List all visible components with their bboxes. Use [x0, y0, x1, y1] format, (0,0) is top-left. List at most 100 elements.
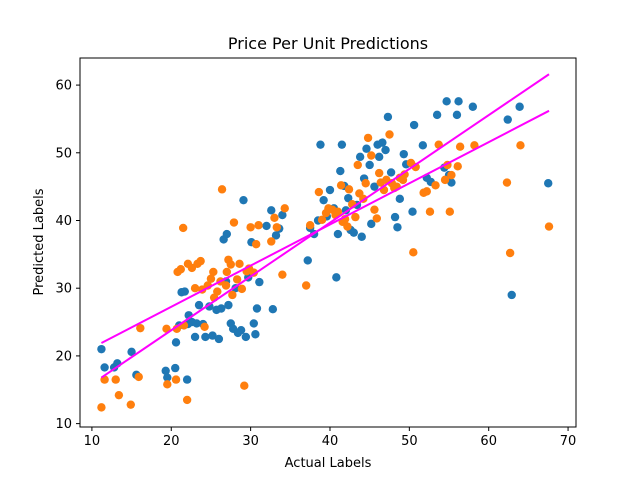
- data-point: [440, 175, 450, 185]
- data-point: [355, 152, 365, 162]
- data-point: [222, 267, 232, 277]
- x-axis: 10 20 30 40 50 60 70: [84, 427, 577, 449]
- data-point: [343, 222, 352, 231]
- x-tick-label: 70: [560, 434, 577, 449]
- data-point: [228, 290, 237, 300]
- data-point: [372, 214, 382, 223]
- data-point: [226, 260, 235, 269]
- data-point: [217, 304, 226, 313]
- data-point: [357, 232, 366, 241]
- data-point: [240, 381, 249, 390]
- data-point: [367, 219, 376, 229]
- data-point: [349, 228, 358, 237]
- data-point: [249, 319, 258, 328]
- data-point: [370, 182, 379, 191]
- data-point: [507, 290, 516, 300]
- data-point: [515, 102, 524, 111]
- data-point: [445, 207, 455, 216]
- data-point: [171, 375, 181, 384]
- data-point: [224, 300, 233, 310]
- data-point: [278, 210, 287, 220]
- data-point: [252, 304, 262, 313]
- data-point: [182, 375, 192, 384]
- data-point: [442, 97, 451, 106]
- data-point: [190, 284, 200, 293]
- data-point: [365, 160, 374, 170]
- data-point: [454, 97, 463, 106]
- data-point: [278, 270, 287, 279]
- data-point: [374, 152, 384, 162]
- data-point: [370, 205, 379, 214]
- data-point: [214, 334, 224, 344]
- data-point: [361, 179, 370, 188]
- data-point: [127, 347, 136, 357]
- data-point: [255, 277, 264, 287]
- data-point: [180, 287, 189, 296]
- x-axis-label: Actual Labels: [285, 456, 372, 471]
- data-point: [126, 400, 135, 409]
- data-point: [362, 144, 371, 153]
- data-point: [418, 141, 428, 150]
- data-point: [237, 284, 247, 294]
- y-tick-label: 10: [55, 417, 72, 432]
- data-point: [254, 221, 263, 230]
- data-point: [251, 330, 260, 339]
- data-point: [272, 223, 282, 232]
- data-point: [336, 181, 346, 190]
- data-point: [268, 304, 278, 314]
- data-point: [333, 207, 343, 216]
- data-point: [367, 151, 376, 160]
- y-axis-label: Predicted Labels: [32, 188, 47, 295]
- data-point: [280, 204, 289, 213]
- data-point: [239, 195, 248, 205]
- data-point: [333, 229, 343, 239]
- x-tick-label: 10: [84, 434, 101, 449]
- data-point: [163, 373, 172, 382]
- data-point: [301, 281, 311, 290]
- data-point: [447, 178, 456, 187]
- data-point: [267, 237, 276, 246]
- series-2: [97, 130, 554, 412]
- data-point: [363, 133, 373, 143]
- data-point: [455, 142, 465, 151]
- data-point: [100, 363, 109, 372]
- data-point: [111, 375, 120, 384]
- data-point: [194, 300, 204, 310]
- data-point: [235, 259, 244, 269]
- data-point: [171, 338, 181, 347]
- data-point: [201, 332, 210, 342]
- data-point: [241, 332, 251, 342]
- data-point: [468, 102, 478, 111]
- data-point: [431, 181, 440, 190]
- data-point: [267, 206, 276, 215]
- data-point: [97, 403, 106, 412]
- data-point: [208, 331, 217, 340]
- data-point: [236, 325, 246, 335]
- y-tick-label: 30: [55, 282, 72, 297]
- data-point: [505, 248, 515, 258]
- data-point: [206, 274, 216, 283]
- data-point: [97, 344, 106, 354]
- data-point: [408, 207, 417, 216]
- data-point: [344, 193, 353, 203]
- data-point: [246, 223, 255, 232]
- data-point: [205, 302, 214, 311]
- data-point: [161, 366, 170, 375]
- data-point: [399, 149, 408, 159]
- data-point: [378, 138, 387, 147]
- series-1: [97, 97, 553, 384]
- x-tick-label: 30: [242, 434, 259, 449]
- data-point: [182, 395, 192, 405]
- y-tick-label: 40: [55, 214, 72, 229]
- data-point: [314, 187, 324, 197]
- data-point: [502, 178, 512, 187]
- data-point: [251, 239, 261, 249]
- data-point: [217, 185, 227, 194]
- data-point: [344, 185, 354, 194]
- data-point: [192, 319, 201, 328]
- data-point: [390, 212, 400, 222]
- data-point: [374, 168, 384, 178]
- data-point: [176, 265, 185, 274]
- plot-frame: [79, 57, 577, 428]
